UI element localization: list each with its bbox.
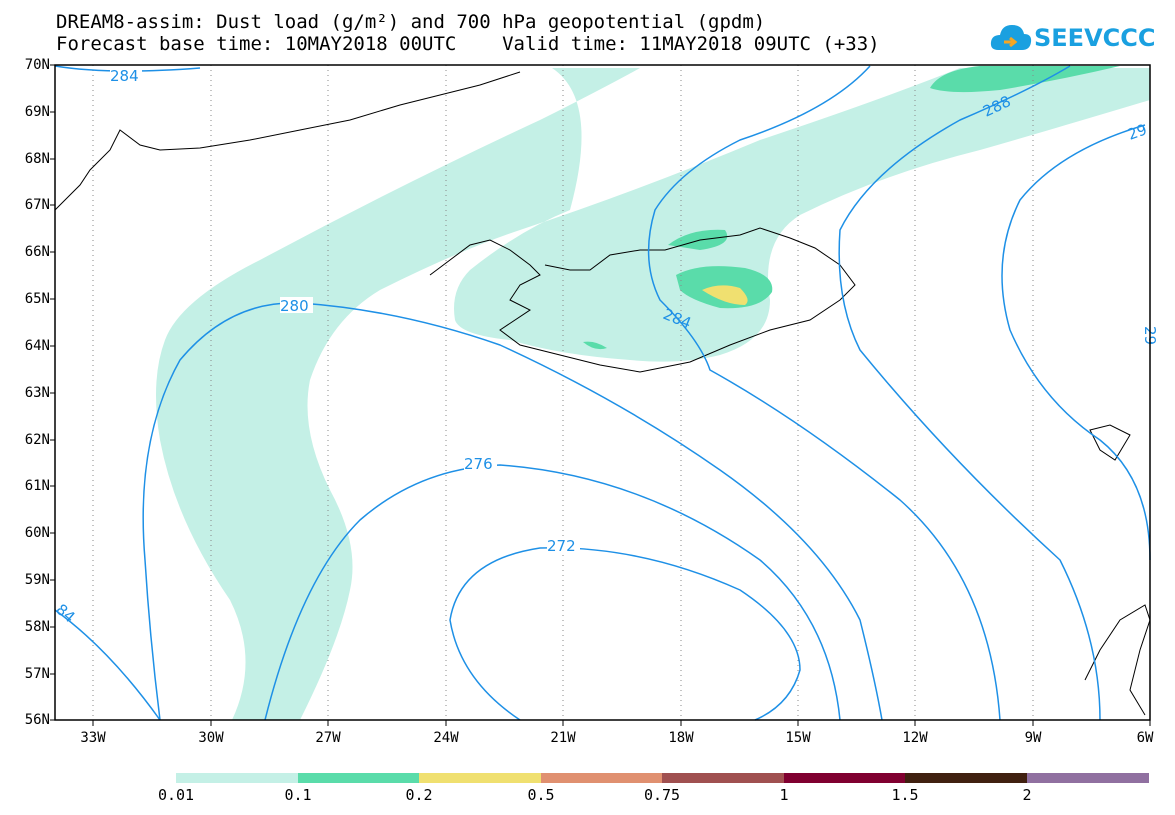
colorbar-label: 0.2: [405, 786, 433, 804]
coastlines: [54, 71, 1151, 716]
colorbar-label: 1: [779, 786, 789, 804]
colorbar-swatch: [298, 773, 419, 783]
contour-label: 284: [110, 67, 139, 85]
lon-label: 24W: [433, 730, 459, 746]
dust-shading: [156, 68, 1150, 720]
lat-label: 68N: [24, 151, 50, 167]
contour-280: [142, 302, 883, 721]
map-title-line1: DREAM8-assim: Dust load (g/m²) and 700 h…: [56, 11, 766, 33]
contour-label: 280: [280, 297, 309, 315]
lat-label: 65N: [24, 291, 50, 307]
colorbar-label: 0.5: [527, 786, 555, 804]
contour-label: 272: [547, 537, 576, 555]
contour-272: [449, 547, 801, 721]
lat-label: 56N: [24, 712, 50, 728]
faroe-coast: [1089, 424, 1131, 461]
dust-mid-iceland-south: [583, 341, 607, 350]
colorbar-label: 0.01: [157, 786, 195, 804]
lon-label: 21W: [550, 730, 576, 746]
lat-label: 66N: [24, 244, 50, 260]
lat-label: 61N: [24, 478, 50, 494]
lat-label: 63N: [24, 385, 50, 401]
iceland-coast: [429, 227, 856, 373]
dust-high-iceland: [702, 285, 748, 305]
colorbar-label: 2: [1022, 786, 1032, 804]
lon-label: 27W: [315, 730, 341, 746]
colorbar-label: 0.75: [643, 786, 681, 804]
dust-mid-northeast: [930, 66, 1120, 93]
lon-label: 9W: [1024, 730, 1042, 746]
colorbar-swatch: [176, 773, 298, 783]
graticule: [92, 65, 1034, 720]
lon-label: 33W: [80, 730, 106, 746]
colorbar-swatch: [1027, 773, 1149, 783]
geopotential-contours: [54, 65, 1151, 721]
lon-label: 6W: [1136, 730, 1154, 746]
lat-label: 67N: [24, 197, 50, 213]
contour-label: 29: [1125, 120, 1149, 143]
colorbar-label: 0.1: [284, 786, 312, 804]
lat-label: 58N: [24, 619, 50, 635]
scotland-coast: [1084, 604, 1151, 716]
cloud-icon: [990, 25, 1032, 50]
logo-text: SEEVCCC: [1034, 24, 1156, 52]
colorbar-swatch: [541, 773, 662, 783]
lat-label: 62N: [24, 432, 50, 448]
contour-label: 84: [52, 600, 78, 626]
lat-label: 70N: [24, 57, 50, 73]
colorbar-label: 1.5: [891, 786, 919, 804]
axis-ticks: [50, 64, 1151, 726]
lat-label: 60N: [24, 525, 50, 541]
lon-label: 18W: [668, 730, 694, 746]
colorbar-swatch: [419, 773, 541, 783]
lat-label: 64N: [24, 338, 50, 354]
dust-band-main: [156, 68, 1150, 720]
lon-label: 15W: [785, 730, 811, 746]
contour-label: 276: [464, 455, 493, 473]
contour-284-middle: [647, 65, 1001, 721]
contour-276: [264, 464, 841, 721]
greenland-coast: [54, 71, 521, 211]
lon-label: 30W: [198, 730, 224, 746]
lat-label: 57N: [24, 666, 50, 682]
colorbar-swatch: [662, 773, 784, 783]
seevccc-logo: SEEVCCC: [990, 20, 1160, 60]
contour-labels: 284 280 276 272 284 288 29 29 84: [52, 66, 1159, 626]
contour-284-left: [54, 609, 161, 721]
dust-high: [702, 285, 748, 305]
map-title-line2: Forecast base time: 10MAY2018 00UTC Vali…: [56, 33, 880, 55]
colorbar: [176, 773, 1149, 783]
colorbar-swatch: [905, 773, 1027, 783]
lon-label: 12W: [902, 730, 928, 746]
lat-label: 69N: [24, 104, 50, 120]
contour-292: [1001, 124, 1151, 561]
colorbar-swatch: [784, 773, 905, 783]
contour-288: [838, 65, 1101, 721]
lat-label: 59N: [24, 572, 50, 588]
